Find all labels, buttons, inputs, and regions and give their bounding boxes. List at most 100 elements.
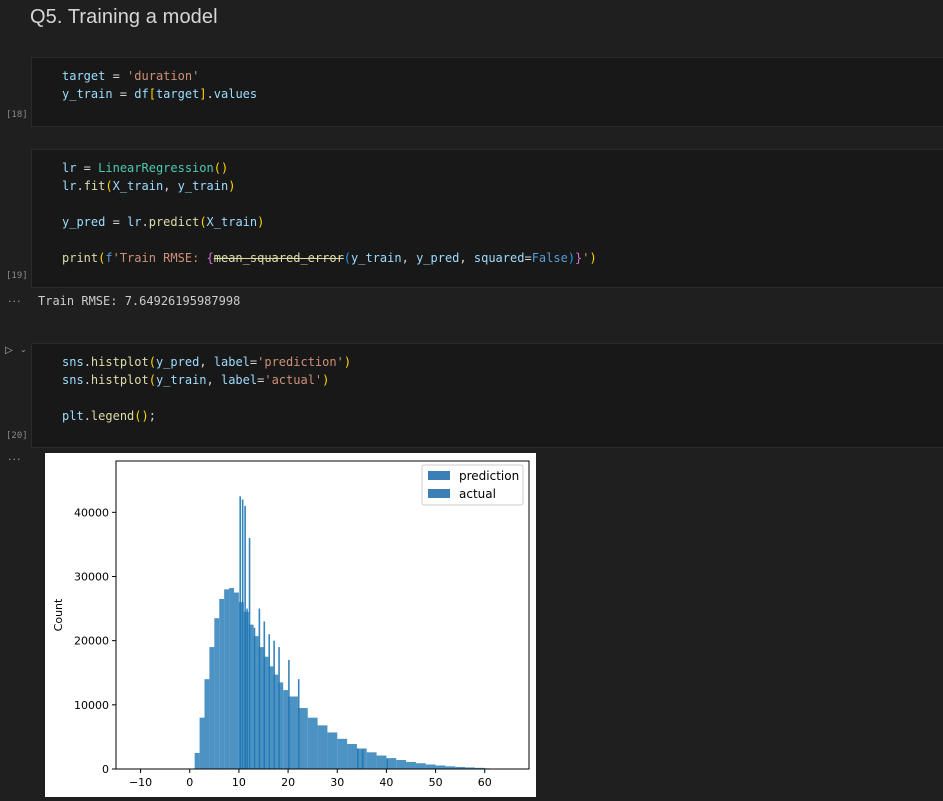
legend-swatch-actual	[428, 489, 450, 498]
prediction-bar	[317, 725, 328, 769]
prediction-bar	[258, 647, 264, 769]
code-token: =	[105, 69, 128, 83]
code-token: y_pred	[62, 215, 106, 229]
execution-count: [20]	[6, 431, 28, 441]
code-token: =	[524, 251, 532, 265]
output-more-icon[interactable]: ···	[8, 295, 22, 308]
code-token: legend	[90, 409, 135, 423]
code-token: f	[105, 251, 113, 265]
code-token: =	[112, 87, 135, 101]
prediction-bar	[199, 717, 205, 769]
x-tick-label: 60	[478, 776, 492, 789]
prediction-bar	[465, 767, 475, 769]
prediction-bar	[248, 624, 254, 769]
actual-bar	[356, 748, 359, 769]
execution-count: [18]	[6, 110, 28, 120]
actual-bar	[239, 496, 242, 769]
code-token: '	[582, 251, 590, 265]
run-cell-icon[interactable]: ▷	[5, 345, 13, 356]
code-token: ()	[213, 161, 229, 175]
code-token: [	[148, 87, 156, 101]
prediction-bar	[224, 589, 230, 769]
code-token: ,	[206, 373, 221, 387]
prediction-bar	[214, 618, 220, 769]
code-token: ,	[459, 251, 474, 265]
actual-bar	[288, 659, 290, 769]
code-token: .	[206, 87, 214, 101]
code-cell-18[interactable]: target = 'duration' y_train = df[target]…	[31, 57, 943, 127]
actual-bar	[278, 647, 280, 769]
prediction-bar	[327, 732, 338, 769]
prediction-bar	[386, 758, 397, 769]
prediction-bar	[435, 765, 446, 769]
code-token: y_train	[155, 373, 207, 387]
legend-swatch-prediction	[428, 471, 450, 480]
legend-label-actual: actual	[459, 487, 496, 501]
section-heading: Q5. Training a model	[30, 6, 218, 28]
prediction-bar	[278, 682, 284, 769]
x-tick-label: 40	[379, 776, 393, 789]
code-token: df	[134, 87, 149, 101]
code-token: label	[220, 373, 258, 387]
actual-bar	[361, 749, 364, 769]
code-token: )	[589, 251, 597, 265]
code-token: ,	[199, 355, 214, 369]
code-token: y_pred	[155, 355, 200, 369]
code-token: .	[83, 409, 91, 423]
x-tick-label: 10	[232, 776, 246, 789]
x-tick-label: −10	[129, 776, 152, 789]
code-token: )	[228, 179, 236, 193]
code-token: LinearRegression	[98, 161, 214, 175]
prediction-bar	[347, 743, 357, 769]
chevron-down-icon[interactable]: ⌄	[20, 345, 27, 354]
prediction-bar	[238, 602, 244, 769]
code-token: ;	[148, 409, 156, 423]
code-token: ,	[163, 179, 178, 193]
x-tick-label: 30	[330, 776, 344, 789]
y-tick-label: 40000	[74, 506, 109, 519]
prediction-bar	[337, 738, 348, 769]
output-more-icon[interactable]: ···	[8, 453, 22, 466]
actual-bar	[268, 634, 271, 769]
cell-output-text: Train RMSE: 7.64926195987998	[38, 294, 241, 308]
code-token: target	[62, 69, 106, 83]
code-token: X_train	[206, 215, 258, 229]
prediction-bar	[376, 755, 387, 769]
prediction-bar	[307, 717, 318, 769]
code-token: (	[98, 251, 106, 265]
actual-bar	[253, 627, 256, 769]
code-token: )	[322, 373, 330, 387]
code-token: .	[83, 355, 91, 369]
prediction-bar	[219, 598, 225, 769]
code-token: sns	[62, 355, 84, 369]
code-token: lr	[127, 215, 142, 229]
code-token: }	[575, 251, 583, 265]
y-tick-label: 20000	[74, 635, 109, 648]
code-token: (	[343, 251, 352, 265]
prediction-bar	[406, 761, 416, 769]
code-token: label	[213, 355, 250, 369]
code-token: .	[76, 179, 84, 193]
code-cell-20[interactable]: sns.histplot(y_pred, label='prediction')…	[31, 343, 943, 448]
code-token: mean_squared_error	[213, 251, 344, 265]
code-editor[interactable]: sns.histplot(y_pred, label='prediction')…	[62, 353, 351, 425]
code-token: (	[148, 373, 156, 387]
code-editor[interactable]: target = 'duration' y_train = df[target]…	[62, 67, 257, 103]
prediction-bar	[253, 636, 259, 769]
code-token: =	[76, 161, 99, 175]
code-editor[interactable]: lr = LinearRegression() lr.fit(X_train, …	[62, 159, 597, 267]
actual-bar	[258, 608, 261, 769]
y-tick-label: 10000	[74, 699, 109, 712]
code-token: =	[249, 355, 258, 369]
prediction-bar	[229, 588, 234, 769]
code-token: )	[257, 215, 265, 229]
code-token: histplot	[90, 355, 149, 369]
prediction-bar	[297, 708, 308, 769]
prediction-bar	[194, 752, 200, 769]
code-token: {	[206, 251, 214, 265]
actual-bar	[297, 679, 300, 769]
prediction-bar	[396, 760, 407, 769]
code-cell-19[interactable]: lr = LinearRegression() lr.fit(X_train, …	[31, 149, 943, 288]
code-token: 'Train RMSE:	[112, 251, 207, 265]
prediction-bar	[366, 752, 377, 769]
